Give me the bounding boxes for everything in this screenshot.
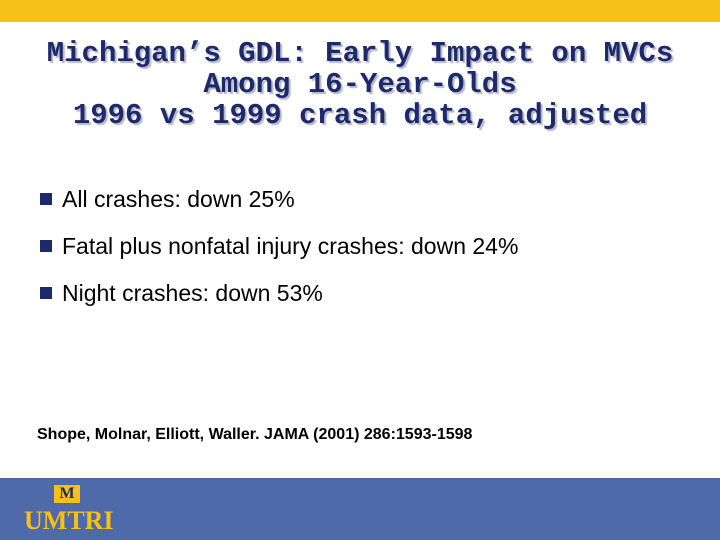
title-line: Michigan’s GDL: Early Impact on MVCs: [46, 37, 674, 70]
title: Michigan’s GDL: Early Impact on MVCs Amo…: [0, 38, 720, 131]
title-line: Among 16-Year-Olds: [203, 68, 517, 101]
bullet-item: Fatal plus nonfatal injury crashes: down…: [40, 233, 518, 260]
bullet-item: All crashes: down 25%: [40, 186, 295, 213]
citation: Shope, Molnar, Elliott, Waller. JAMA (20…: [37, 426, 473, 443]
bullet-text: Night crashes: down 53%: [62, 280, 323, 306]
bullet-marker: [40, 240, 52, 252]
logo-mark: M: [54, 485, 80, 503]
footer: M UMTRI: [0, 478, 720, 540]
title-line: 1996 vs 1999 crash data, adjusted: [72, 99, 648, 132]
bullet-item: Night crashes: down 53%: [40, 280, 323, 307]
logo-text: UMTRI: [24, 506, 114, 535]
bullet-text: All crashes: down 25%: [62, 186, 295, 212]
bullet-marker: [40, 193, 52, 205]
top-bar: [0, 0, 720, 22]
bullet-marker: [40, 287, 52, 299]
bullet-text: Fatal plus nonfatal injury crashes: down…: [62, 233, 519, 259]
